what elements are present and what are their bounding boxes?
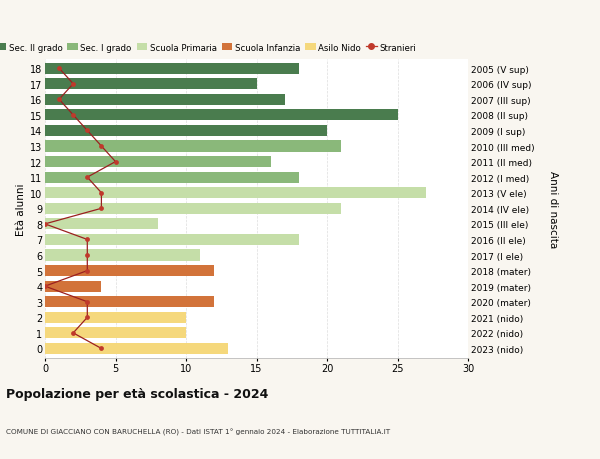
Bar [45,219,158,230]
Bar [45,141,341,152]
Point [83,236,92,244]
Text: COMUNE DI GIACCIANO CON BARUCHELLA (RO) - Dati ISTAT 1° gennaio 2024 - Elaborazi: COMUNE DI GIACCIANO CON BARUCHELLA (RO) … [6,428,390,435]
Point [83,314,92,321]
Bar [45,157,271,168]
Point [97,345,106,353]
Point [83,267,92,274]
Bar [45,188,426,199]
Bar [45,343,228,354]
Point [68,112,78,119]
Point [54,65,64,73]
Point [110,158,120,166]
Point [68,81,78,88]
Legend: Sec. II grado, Sec. I grado, Scuola Primaria, Scuola Infanzia, Asilo Nido, Stran: Sec. II grado, Sec. I grado, Scuola Prim… [0,44,416,52]
Point [97,143,106,151]
Point [54,96,64,104]
Bar [45,172,299,183]
Text: Popolazione per età scolastica - 2024: Popolazione per età scolastica - 2024 [6,387,268,400]
Bar [45,79,257,90]
Y-axis label: Età alunni: Età alunni [16,183,26,235]
Point [68,330,78,337]
Y-axis label: Anni di nascita: Anni di nascita [548,170,558,247]
Point [83,252,92,259]
Bar [45,95,285,106]
Point [40,283,50,290]
Point [97,205,106,213]
Point [83,174,92,181]
Point [83,298,92,306]
Bar [45,297,214,308]
Bar [45,63,299,74]
Point [97,190,106,197]
Point [40,221,50,228]
Bar [45,328,186,339]
Bar [45,110,398,121]
Bar [45,281,101,292]
Bar [45,265,214,277]
Point [83,128,92,135]
Bar [45,203,341,214]
Bar [45,250,200,261]
Bar [45,312,186,323]
Bar [45,235,299,246]
Bar [45,126,327,137]
